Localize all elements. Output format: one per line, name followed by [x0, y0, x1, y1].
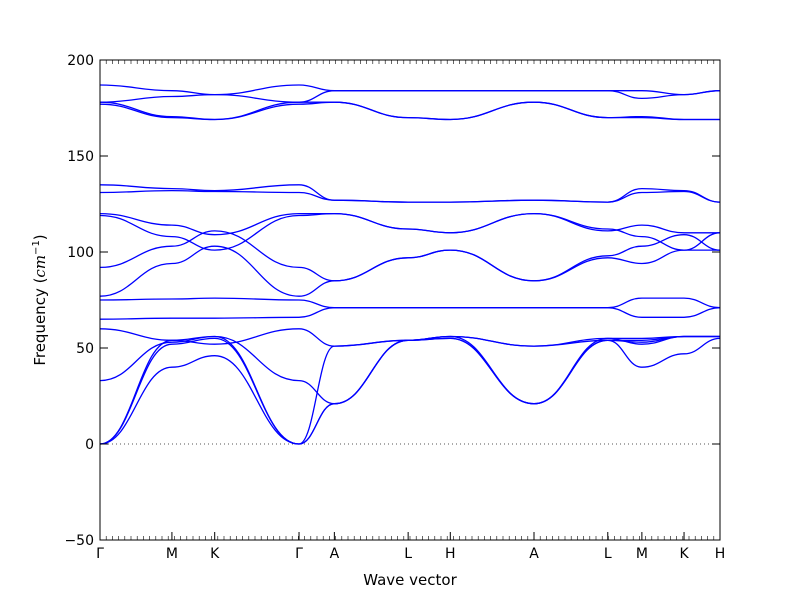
y-tick-label: 100: [67, 245, 94, 261]
x-axis-label: Wave vector: [363, 571, 457, 589]
x-tick-label: L: [604, 546, 612, 562]
x-tick-label: M: [636, 546, 648, 562]
y-tick-label: 200: [67, 53, 94, 69]
phonon-branch-17: [99, 84, 721, 96]
y-axis-label-math: cm: [31, 255, 49, 278]
y-axis: −50 0 50 100 150 200: [64, 53, 720, 549]
y-tick-label: −50: [64, 533, 94, 549]
y-tick-label: 0: [85, 437, 94, 453]
phonon-branch-15: [99, 101, 720, 121]
phonon-branch-13: [99, 184, 721, 203]
x-tick-label: A: [529, 546, 539, 562]
x-tick-label: L: [404, 546, 412, 562]
phonon-branch-7: [99, 297, 721, 309]
series-layer: [99, 84, 721, 445]
x-minor-ticks: [99, 60, 721, 540]
phonon-branch-9: [99, 230, 721, 282]
x-tick-label: Γ: [96, 546, 104, 562]
x-tick-label: H: [715, 546, 726, 562]
phonon-branch-5: [99, 328, 720, 347]
x-tick-label: M: [166, 546, 178, 562]
y-tick-label: 150: [67, 149, 94, 165]
x-tick-label: Γ: [295, 546, 303, 562]
y-axis-label-text: Frequency (: [31, 278, 49, 366]
y-axis-label-close: ): [31, 234, 49, 240]
y-tick-label: 50: [76, 341, 94, 357]
phonon-branch-11: [99, 212, 720, 236]
y-axis-label-exponent: −1: [31, 240, 42, 255]
x-tick-label: A: [330, 546, 340, 562]
x-tick-label: K: [679, 546, 689, 562]
x-tick-label: K: [210, 546, 220, 562]
x-tick-label: H: [445, 546, 456, 562]
y-axis-label: Frequency (cm−1): [31, 234, 49, 365]
plot-area: [99, 59, 721, 541]
